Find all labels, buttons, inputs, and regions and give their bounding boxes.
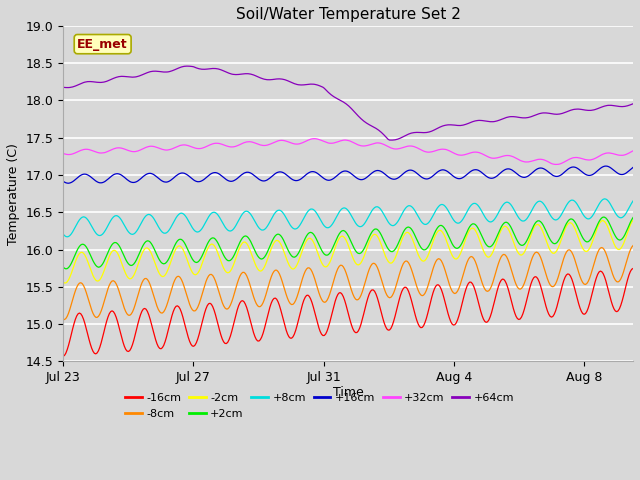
X-axis label: Time: Time (333, 385, 364, 398)
Text: EE_met: EE_met (77, 37, 128, 50)
Y-axis label: Temperature (C): Temperature (C) (7, 143, 20, 245)
Title: Soil/Water Temperature Set 2: Soil/Water Temperature Set 2 (236, 7, 461, 22)
Legend: -16cm, -8cm, -2cm, +2cm, +8cm, +16cm, +32cm, +64cm: -16cm, -8cm, -2cm, +2cm, +8cm, +16cm, +3… (121, 389, 518, 423)
